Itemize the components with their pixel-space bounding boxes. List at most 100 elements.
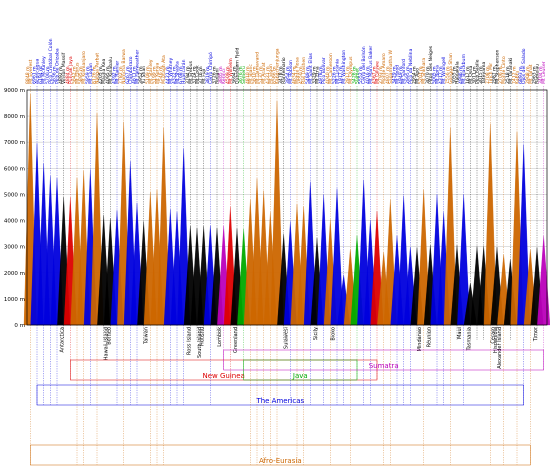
peak-elevation-label: 4634 m [292, 66, 298, 84]
peak-name-label: Mauna Kea [101, 59, 107, 84]
peak-name-label: Pico de Orizaba [55, 48, 61, 84]
island-label: Hawaii Island [104, 327, 110, 360]
peak-name-label: Mt Logan [88, 63, 94, 84]
peak-name-label: Huascarán [180, 59, 187, 84]
peak-elevation-label: 7556 m [445, 66, 451, 84]
peak-name-label: Muztagh Ata [161, 55, 167, 84]
peak-name-label: Mt Elbrus [75, 62, 81, 84]
peak-elevation-label: 3726 m [212, 66, 218, 84]
peak-elevation-label: 5895 m [78, 66, 84, 84]
peak-name-label: Ramelau [535, 64, 541, 84]
peak-elevation-label: 3694 m [232, 66, 238, 84]
y-tick-label: 4000 m [4, 219, 25, 225]
connector-layer [30, 86, 544, 465]
peak-elevation-label: 5489 m [305, 66, 311, 84]
peak-name-label: Mt Kinabalu [108, 57, 114, 84]
peak-name-label: Mt Ossa [468, 65, 474, 84]
y-tick-label: 9000 m [4, 88, 25, 94]
peak-name-label: Mt Whitney [168, 58, 174, 84]
peak-elevation-label: 2963 m [532, 66, 538, 84]
island-label: Maui [457, 327, 463, 339]
island-label: Hispaniola [493, 327, 499, 353]
y-tick-label: 0 m [14, 323, 25, 329]
peak-name-label: Chimborazo [128, 56, 134, 84]
peak-name-label: Nanga Parbat [95, 53, 101, 84]
peak-elevation-label: 5109 m [145, 66, 151, 84]
peak-name-label: Pico da Neblina [408, 48, 414, 84]
island-label: Mindanao [417, 327, 423, 351]
peak-elevation-label: 7708 m [485, 66, 491, 84]
peak-name-label: Mt Washington [341, 50, 347, 84]
peak-elevation-label: 4949 m [398, 66, 404, 84]
island-label: Borneo [106, 327, 112, 345]
peak-elevation-label: 2995 m [405, 66, 411, 84]
peak-name-label: Mt Damavand [255, 52, 261, 84]
peak-name-label: Mt Stanley [148, 59, 154, 84]
peak-elevation-label: 5137 m [258, 66, 264, 84]
peak-elevation-label: 3428 m [352, 66, 358, 84]
peak-elevation-label: 4509 m [225, 66, 231, 84]
peak-name-label: Vinson Massif [61, 52, 67, 84]
island-label: South Island [197, 327, 203, 358]
peak-name-label: Mt Sanford [401, 59, 407, 84]
island-label: Ross Island [186, 327, 192, 355]
peak-name-label: Mt Cook [195, 65, 201, 84]
peak-elevation-label: 2793 m [378, 66, 384, 84]
peak-name-label: Mt Kilimanjaro [81, 51, 87, 84]
peak-name-label: Semeru [241, 66, 247, 84]
peak-name-label: Mt Blanc [248, 64, 254, 84]
y-tick-label: 3000 m [4, 245, 25, 251]
peak-elevation-label: 4978 m [318, 66, 324, 84]
peak-elevation-label: 3724 m [192, 66, 198, 84]
peak-name-label: Slamet [355, 68, 361, 84]
peak-name-label: Rinjani [215, 68, 221, 84]
group-layer: New Guinea Java Sumatra The Americas Afro-Eu… [30, 349, 544, 466]
peak-name-label: Ojos del Salado [521, 48, 527, 84]
peak-name-label: Yu Shan [141, 66, 147, 85]
peak-elevation-label: 5199 m [152, 66, 158, 84]
peak-name-label: Mt Kenya [155, 63, 161, 84]
peak-elevation-label: 8848 m [25, 66, 31, 84]
peak-name-label: Kangchenjunga [275, 48, 281, 84]
peak-elevation-label: 7546 m [158, 66, 164, 84]
group-label: The Americas [255, 397, 304, 405]
peak-elevation-label: 4367 m [372, 66, 378, 84]
peak-name-label: Kerinci [221, 69, 227, 85]
peak-name-label: Kabru [515, 70, 521, 84]
peak-elevation-label: 8126 m [92, 66, 98, 84]
plot-frame [26, 89, 548, 326]
peak-elevation-label: 3676 m [238, 66, 244, 84]
group-label: Afro-Eurasia [259, 457, 302, 465]
peak-name-label: Mt Lucania [335, 59, 341, 84]
peak-elevation-label: 3404 m [538, 66, 544, 84]
peak-elevation-label: 4884 m [65, 66, 71, 84]
peak-elevation-label: 5610 m [252, 66, 258, 84]
island-label: Sulawesi [284, 327, 290, 349]
peak-elevation-label: 6768 m [178, 66, 184, 84]
peak-shape [483, 123, 497, 326]
peak-name-label: Mt Shkhara [421, 58, 427, 84]
peak-elevation-label: 1917 m [338, 66, 344, 84]
peak-name-label: Mt Bona [435, 65, 441, 84]
peak-name-label: Piton des Neiges [428, 45, 434, 84]
peak-elevation-label: 2987 m [492, 66, 498, 84]
island-label: Greenland [233, 327, 239, 353]
peak-name-label: Mt Etna [315, 66, 321, 84]
peak-name-label: Mt Marcus Baker [368, 46, 374, 84]
peak-elevation-label: 6267 m [125, 66, 131, 84]
peak-elevation-label: 5700 m [45, 66, 51, 84]
peak-elevation-label: 3952 m [138, 66, 144, 84]
peak-name-label: Mt Stephenson [495, 49, 501, 84]
island-label: Timor [533, 326, 539, 342]
peak-elevation-label: 4550 m [298, 66, 304, 84]
group-label: Java [292, 372, 308, 380]
island-label: Taiwan [144, 327, 150, 345]
peak-shape [517, 145, 531, 326]
peak-name-label: Monte Rosa [295, 57, 301, 84]
peak-elevation-label: 7412 m [512, 66, 518, 84]
peak-elevation-label: 7782 m [118, 66, 124, 84]
peak-elevation-label: 4421 m [165, 66, 171, 84]
peak-name-label: Mt Leuser [541, 61, 547, 84]
